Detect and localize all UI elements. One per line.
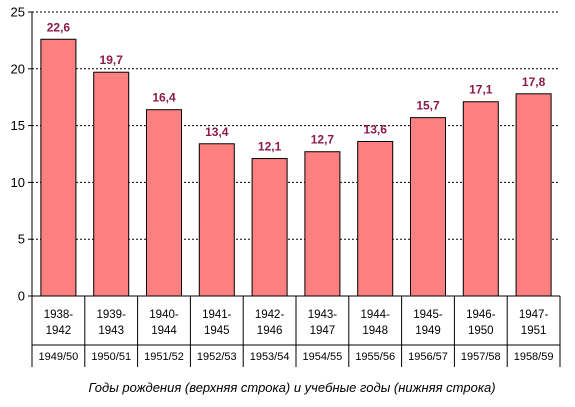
school-year-label: 1955/56 — [355, 351, 395, 363]
birth-years-start: 1939- — [96, 309, 126, 321]
data-label: 15,7 — [416, 99, 440, 113]
birth-years-end: 1951 — [521, 325, 547, 337]
y-tick-label: 10 — [11, 175, 25, 190]
y-tick-labels: 0 5 10 15 20 25 — [11, 5, 25, 304]
bar — [93, 71, 130, 297]
birth-years-start: 1942- — [255, 309, 285, 321]
birth-years-end: 1944 — [151, 325, 177, 337]
birth-years-end: 1948 — [362, 325, 388, 337]
bar — [515, 93, 552, 297]
x-axis-title: Годы рождения (верхняя строка) и учебные… — [88, 380, 495, 395]
school-year-label: 1950/51 — [91, 351, 131, 363]
y-tick-label: 15 — [11, 118, 25, 133]
school-year-label: 1958/59 — [514, 351, 554, 363]
school-year-label: 1957/58 — [461, 351, 501, 363]
birth-years-start: 1945- — [413, 309, 443, 321]
data-label: 13,4 — [205, 125, 229, 139]
bar — [462, 101, 499, 297]
bars — [40, 38, 552, 297]
birth-years-start: 1938- — [44, 309, 74, 321]
birth-years-end: 1945 — [204, 325, 230, 337]
birth-years-start: 1947- — [519, 309, 549, 321]
y-tick-label: 25 — [11, 5, 25, 20]
data-label: 22,6 — [47, 20, 71, 34]
y-tick-label: 5 — [18, 232, 25, 247]
school-year-label: 1954/55 — [303, 351, 343, 363]
bar — [357, 141, 394, 297]
school-year-label: 1953/54 — [250, 351, 290, 363]
bar — [198, 143, 235, 297]
bar — [410, 117, 446, 297]
school-year-label: 1952/53 — [197, 351, 237, 363]
x-category-labels: 1938- 1942 1949/50 1939- 1943 1950/51 1940- 194… — [39, 309, 554, 363]
bar — [251, 158, 288, 297]
data-labels: 22,6 19,7 16,4 13,4 12,1 12,7 13,6 15,7 17,1 17,8 — [47, 20, 546, 153]
data-label: 12,7 — [311, 133, 335, 147]
axes — [28, 11, 561, 367]
birth-years-start: 1946- — [466, 309, 496, 321]
school-year-label: 1951/52 — [144, 351, 184, 363]
bar — [146, 109, 182, 297]
bar — [40, 38, 77, 297]
birth-years-end: 1942 — [46, 325, 72, 337]
data-label: 13,6 — [364, 123, 388, 137]
birth-years-end: 1943 — [98, 325, 124, 337]
bar — [304, 151, 341, 297]
data-label: 17,1 — [469, 83, 493, 97]
birth-years-end: 1950 — [468, 325, 494, 337]
y-tick-label: 0 — [18, 289, 25, 304]
y-tick-label: 20 — [11, 61, 25, 76]
data-label: 19,7 — [100, 53, 124, 67]
data-label: 12,1 — [258, 140, 282, 154]
birth-years-end: 1949 — [415, 325, 441, 337]
birth-years-end: 1946 — [257, 325, 283, 337]
data-label: 17,8 — [522, 75, 546, 89]
birth-years-end: 1947 — [310, 325, 336, 337]
school-year-label: 1949/50 — [39, 351, 79, 363]
birth-years-start: 1944- — [360, 309, 390, 321]
birth-years-start: 1940- — [149, 309, 179, 321]
birth-years-start: 1941- — [202, 309, 232, 321]
school-year-label: 1956/57 — [408, 351, 448, 363]
birth-years-start: 1943- — [308, 309, 338, 321]
data-label: 16,4 — [152, 91, 176, 105]
